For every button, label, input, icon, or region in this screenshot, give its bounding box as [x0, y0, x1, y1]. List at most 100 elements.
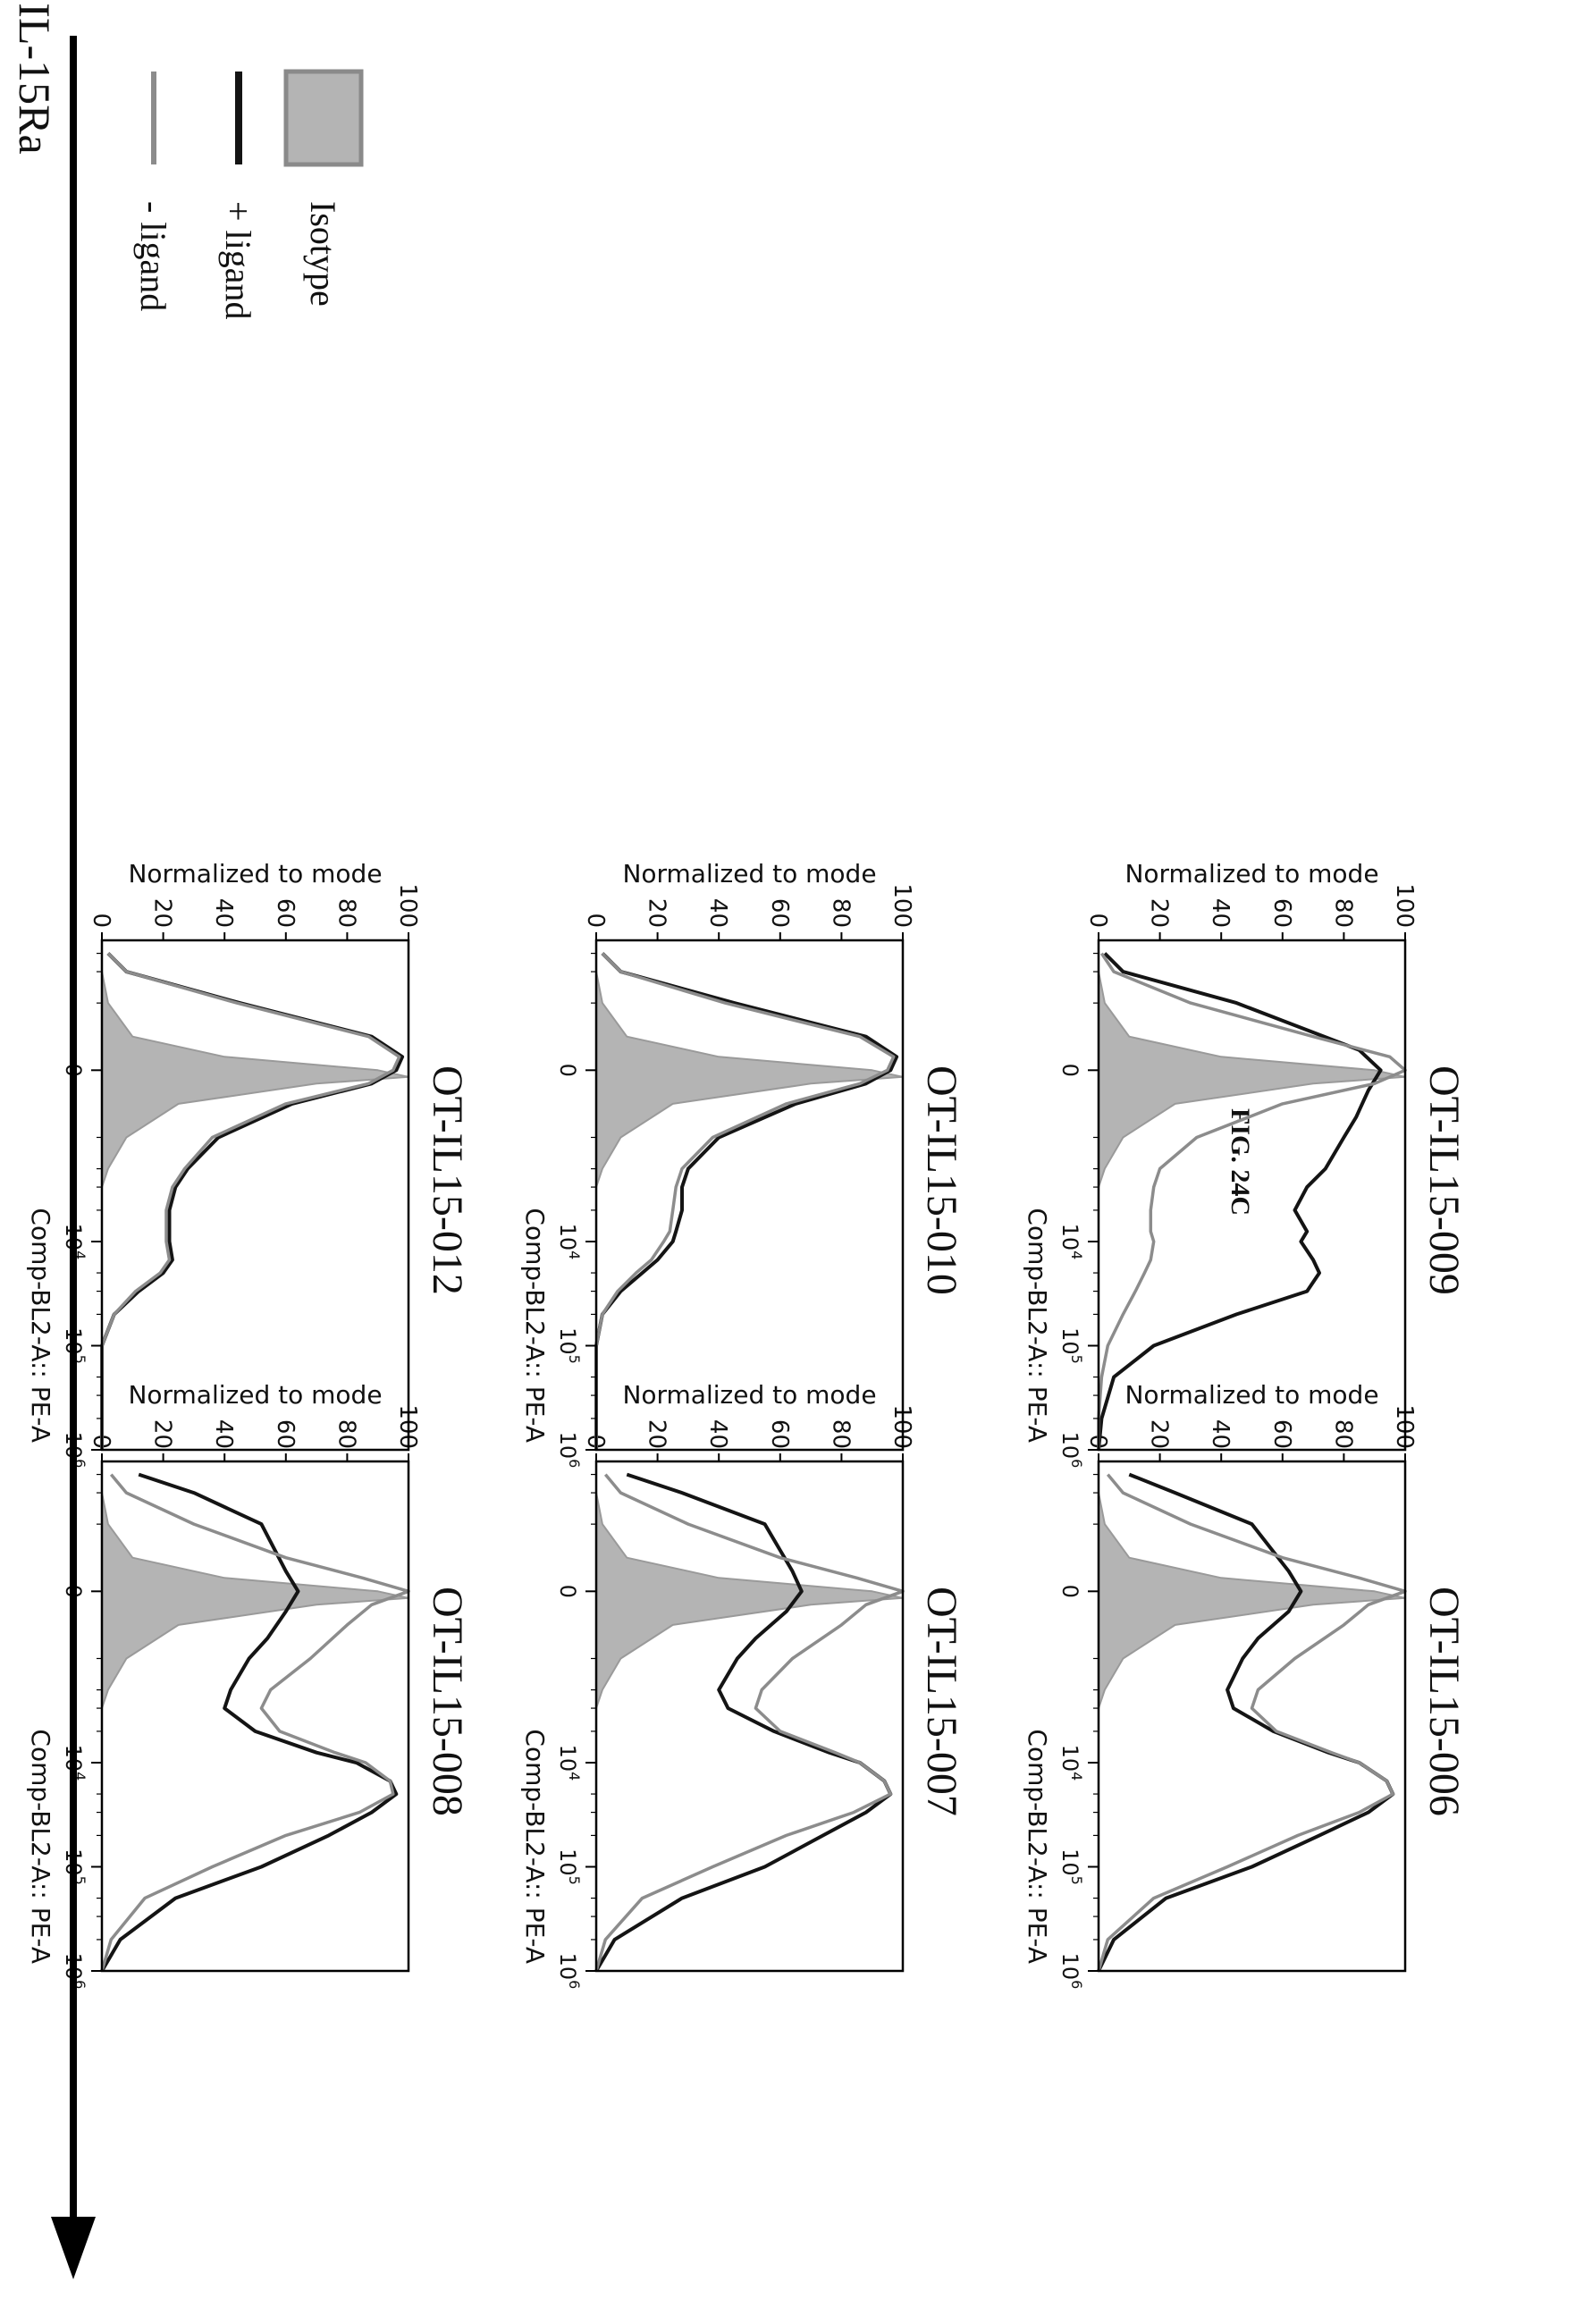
x-tick-exponent: 5 [566, 1876, 583, 1885]
x-tick-label: 0 [555, 1064, 580, 1077]
series-plus-ligand-line [594, 1472, 893, 1973]
legend-item-ligand: - ligand [133, 72, 173, 311]
y-tick-label: 60 [766, 1419, 793, 1449]
y-axis-label: Normalized to mode [128, 859, 382, 888]
x-tick-label: 104 [555, 1224, 583, 1260]
plot-frame [594, 939, 905, 1452]
histogram-panel-1: OT-IL15-006020406080100Normalized to mod… [1023, 1380, 1468, 1989]
y-tick-label: 80 [1329, 898, 1356, 928]
histogram-panel-3: OT-IL15-008020406080100Normalized to mod… [26, 1380, 471, 1989]
y-tick-label: 40 [210, 898, 237, 928]
y-axis-label: Normalized to mode [622, 859, 876, 888]
x-tick-exponent: 4 [566, 1250, 583, 1259]
x-tick-exponent: 6 [566, 1980, 583, 1989]
x-axis-label: Comp-BL2-A:: PE-A [1023, 1729, 1052, 1964]
x-axis-label: Comp-BL2-A:: PE-A [1023, 1208, 1052, 1443]
y-tick-label: 20 [644, 1419, 670, 1449]
series-minus-ligand-line [1097, 1473, 1407, 1972]
y-tick-label: 60 [766, 898, 793, 928]
y-tick-label: 40 [704, 1419, 731, 1449]
y-axis-label: Normalized to mode [622, 1380, 876, 1410]
y-tick-label: 100 [394, 883, 421, 928]
bottom-arrow-label: IL-15Ra [10, 3, 60, 154]
y-tick-label: 0 [88, 913, 114, 928]
y-tick-label: 80 [333, 1419, 359, 1449]
x-tick-label: 0 [1057, 1585, 1082, 1598]
x-tick-label: 104 [555, 1745, 583, 1781]
series-minus-ligand-line [100, 952, 401, 1450]
x-tick-label: 104 [1057, 1224, 1085, 1260]
x-tick-label: 0 [555, 1585, 580, 1598]
panel-title: OT-IL15-006 [1420, 1587, 1468, 1816]
x-tick-exponent: 6 [72, 1980, 88, 1989]
x-tick-label: 105 [1057, 1327, 1085, 1364]
x-tick-exponent: 5 [1068, 1876, 1085, 1885]
histogram-panel-2: OT-IL15-007020406080100Normalized to mod… [520, 1380, 965, 1989]
series-isotype-area [1098, 1492, 1406, 1972]
y-tick-label: 100 [1391, 883, 1418, 928]
histogram-panel-4: OT-IL15-009 0 20 40 60 80 100 Normalized to mod… [1023, 859, 1468, 1468]
series-plus-ligand-line [1097, 1472, 1395, 1972]
x-axis-label: Comp-BL2-A:: PE-A [520, 1729, 550, 1964]
x-tick-exponent: 4 [72, 1250, 88, 1259]
x-tick-exponent: 5 [1068, 1355, 1085, 1364]
x-tick-label: 106 [555, 1432, 583, 1469]
plot-panels: OT-IL15-006020406080100Normalized to mod… [26, 859, 1468, 1989]
series-isotype-area [595, 971, 904, 1451]
x-tick-label: 106 [1057, 1432, 1085, 1469]
x-tick-exponent: 5 [72, 1355, 88, 1364]
y-tick-label: 60 [272, 898, 299, 928]
x-tick-exponent: 6 [72, 1459, 88, 1468]
y-tick-label: 40 [704, 898, 731, 928]
histogram-panel-5: OT-IL15-010 0 20 40 60 80 100 Normalized to mod… [520, 859, 965, 1468]
panel-title: OT-IL15-007 [918, 1587, 965, 1816]
x-tick-label: 106 [555, 1953, 583, 1990]
arrow-head [51, 2217, 96, 2279]
series-minus-ligand-line [100, 1473, 410, 1972]
x-axis-label: Comp-BL2-A:: PE-A [26, 1729, 55, 1964]
legend-swatch-isotype [283, 69, 364, 167]
x-tick-label: 105 [1057, 1848, 1085, 1885]
y-tick-label: 20 [149, 898, 176, 928]
panel-title: OT-IL15-008 [424, 1587, 471, 1816]
y-tick-label: 80 [333, 898, 359, 928]
x-tick-label: 105 [555, 1848, 583, 1885]
series-minus-ligand-line [1097, 952, 1407, 1450]
x-tick-exponent: 5 [72, 1876, 88, 1885]
series-minus-ligand-line [594, 1473, 905, 1972]
series-plus-ligand-line [100, 1472, 399, 1973]
x-tick-exponent: 6 [1068, 1459, 1085, 1468]
series-plus-ligand-line [594, 952, 899, 1450]
x-tick-exponent: 4 [1068, 1772, 1085, 1781]
y-axis-label: Normalized to mode [1124, 859, 1378, 888]
x-tick-label: 106 [1057, 1953, 1085, 1990]
plot-frame [594, 1460, 905, 1973]
figure-label: FIG. 24C [1225, 1108, 1255, 1216]
panel-title: OT-IL15-010 [918, 1065, 965, 1295]
x-axis-label: Comp-BL2-A:: PE-A [26, 1208, 55, 1443]
y-tick-label: 20 [149, 1419, 176, 1449]
x-tick-exponent: 4 [72, 1772, 88, 1781]
y-tick-label: 0 [1084, 913, 1111, 928]
y-tick-label: 40 [1207, 898, 1234, 928]
y-tick-label: 60 [1268, 898, 1295, 928]
panel-title: OT-IL15-009 [1420, 1065, 1468, 1295]
y-tick-label: 60 [1268, 1419, 1295, 1449]
series-plus-ligand-line [1097, 952, 1383, 1451]
y-tick-label: 20 [1146, 1419, 1173, 1449]
rotated-figure: FIG. 24C Isotype + ligand - ligand OT-IL15… [10, 3, 1468, 2279]
legend-label: Isotype [303, 201, 343, 307]
y-tick-label: 100 [889, 883, 915, 928]
legend-item-ligand: + ligand [218, 72, 258, 320]
series-minus-ligand-line [594, 952, 896, 1450]
y-tick-label: 60 [272, 1419, 299, 1449]
x-tick-exponent: 6 [1068, 1980, 1085, 1989]
legend-label: + ligand [218, 201, 258, 320]
histogram-panel-6: OT-IL15-012 0 20 40 60 80 100 Normalized to mod… [26, 859, 471, 1468]
y-tick-label: 80 [827, 898, 854, 928]
x-tick-exponent: 6 [566, 1459, 583, 1468]
y-tick-label: 20 [1146, 898, 1173, 928]
y-tick-label: 80 [1329, 1419, 1356, 1449]
x-tick-exponent: 4 [566, 1772, 583, 1781]
